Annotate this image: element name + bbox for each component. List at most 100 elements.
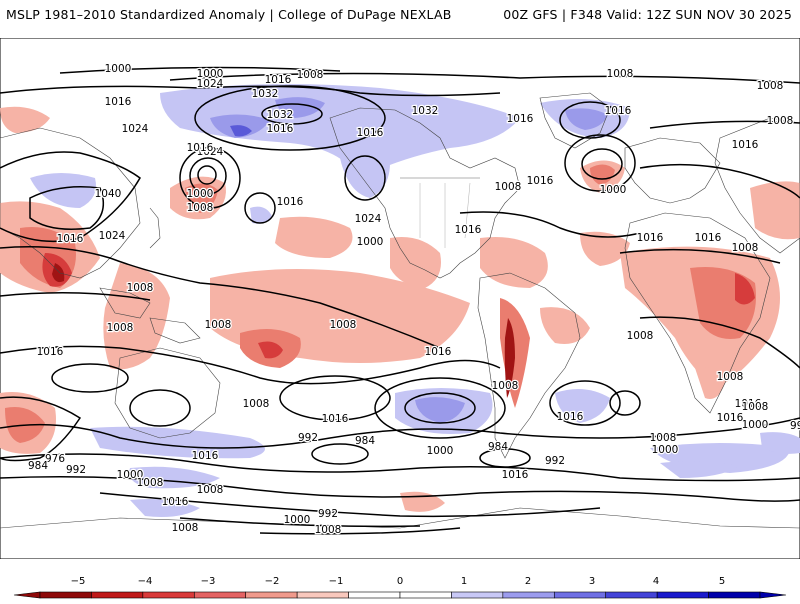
- isobar-labels: 1000 1000 1016 1008102410321008100810161024…: [27, 62, 800, 538]
- isobar-label: 1016: [57, 233, 84, 245]
- negative-anomaly-area: [580, 231, 630, 266]
- colorbar-tick-label: 4: [653, 576, 659, 587]
- colorbar-swatch: [656, 591, 709, 599]
- isobar-label: 1016: [717, 412, 744, 424]
- isobar-label: 1008: [607, 68, 634, 80]
- isobar-label: 984: [355, 435, 375, 447]
- isobar-label: 1016: [455, 224, 482, 236]
- isobar-label: 992: [298, 432, 318, 444]
- isobar-line: [581, 148, 623, 180]
- isobar-label: 1016: [637, 232, 664, 244]
- isobar-label: 1008: [767, 115, 794, 127]
- isobar-label: 1008: [187, 202, 214, 214]
- colorbar-max-arrow: [759, 591, 787, 599]
- isobar-label: 1000: [284, 514, 311, 526]
- isobar-label: 1016: [192, 450, 219, 462]
- colorbar-tick-label: −4: [138, 576, 153, 587]
- isobar-label: 1016: [105, 96, 132, 108]
- isobar-line: [344, 155, 386, 201]
- isobar-label: 976: [45, 453, 65, 465]
- south-america-coast: [477, 272, 581, 459]
- isobar-line: [459, 211, 641, 238]
- isobar-label: 1008: [627, 330, 654, 342]
- colorbar-tick-label: −1: [329, 576, 344, 587]
- isobar-label: 1024: [99, 230, 126, 242]
- negative-anomaly-area: [504, 318, 515, 398]
- positive-anomaly-area: [275, 97, 325, 118]
- colorbar-tick-label: −3: [201, 576, 216, 587]
- isobar-line: [99, 492, 601, 518]
- isobar-label: 1008: [297, 69, 324, 81]
- colorbar-swatch: [193, 591, 247, 599]
- isobar-label: 1032: [267, 109, 294, 121]
- colorbar-tick-labels: −5 −4 −3 −2 −1 0 1 2 3 4 5: [71, 576, 726, 587]
- isobar-line: [374, 377, 506, 439]
- product-title: MSLP 1981–2010 Standardized Anomaly | Co…: [6, 7, 452, 22]
- isobar-label: 1008: [205, 319, 232, 331]
- isobar-line: [259, 527, 461, 535]
- negative-anomaly-area: [275, 216, 353, 258]
- isobar-line: [51, 363, 129, 393]
- isobar-line: [179, 517, 421, 528]
- colorbar-tick-label: 2: [525, 576, 531, 587]
- colorbar-swatch: [348, 591, 401, 599]
- coastlines: [0, 92, 800, 529]
- positive-anomaly-area: [415, 397, 465, 423]
- colorbar-swatch: [605, 591, 658, 599]
- isobar-line: [0, 246, 441, 349]
- isobar-label: 1000: [742, 419, 769, 431]
- negative-anomaly-area: [590, 164, 615, 185]
- positive-anomaly-area: [160, 84, 520, 178]
- isobar-label: 1008: [330, 319, 357, 331]
- isobar-label: 992: [318, 508, 338, 520]
- isobar-label: 984: [488, 441, 508, 453]
- anomaly-map[interactable]: 1000 1000 1016 1008102410321008100810161024…: [0, 38, 800, 559]
- europe-coast: [624, 137, 721, 204]
- negative-anomaly-area: [103, 263, 170, 370]
- negative-anomaly-area: [258, 341, 283, 359]
- isobar-label: 1008: [127, 282, 154, 294]
- isobar-label: 1016: [527, 175, 554, 187]
- colorbar: −5 −4 −3 −2 −1 0 1 2 3 4 5: [0, 570, 800, 600]
- positive-anomaly-area: [760, 432, 800, 454]
- colorbar-swatch: [502, 591, 555, 599]
- colorbar-swatch: [39, 591, 92, 599]
- isobar-line: [0, 476, 800, 502]
- positive-anomaly-area: [230, 125, 252, 137]
- colorbar-swatch: [708, 591, 761, 599]
- isobar-label: 984: [28, 460, 48, 472]
- negative-anomaly-area: [185, 183, 218, 213]
- negative-anomaly-area: [0, 106, 50, 133]
- colorbar-svg: −5 −4 −3 −2 −1 0 1 2 3 4 5: [13, 576, 787, 599]
- isobar-label: 1024: [122, 123, 149, 135]
- negative-anomaly-area: [695, 367, 725, 399]
- colorbar-tick-label: 3: [589, 576, 595, 587]
- isobar-line: [311, 443, 369, 465]
- isobar-label: 1016: [322, 413, 349, 425]
- australia-coast: [114, 347, 221, 439]
- isobar-label: 1016: [732, 139, 759, 151]
- map-panel[interactable]: 1000 1000 1016 1008 1024 1032 1008 1008 1016 1024…: [0, 38, 800, 559]
- colorbar-swatches: [13, 591, 787, 599]
- isobar-label: 1024: [355, 213, 382, 225]
- isobar-line: [619, 248, 781, 264]
- isobar-label: 992: [66, 464, 86, 476]
- isobar-line: [404, 392, 476, 424]
- isobar-line: [0, 345, 501, 385]
- positive-anomaly-shading: [30, 84, 800, 517]
- isobar-label: 1008: [197, 484, 224, 496]
- isobar-label: 1024: [197, 146, 224, 158]
- colorbar-tick-label: 5: [719, 576, 725, 587]
- isobar-label: 1016: [187, 142, 214, 154]
- isobar-line: [197, 165, 217, 185]
- isobar-line: [609, 390, 641, 416]
- colorbar-swatch: [399, 591, 452, 599]
- colorbar-swatch: [451, 591, 504, 599]
- isobar-label: 1008: [107, 322, 134, 334]
- negative-anomaly-area: [540, 307, 590, 344]
- isobar-line: [169, 72, 800, 84]
- isobar-label: 1032: [252, 88, 279, 100]
- isobar-label: 1016: [357, 127, 384, 139]
- isobar-line: [559, 101, 621, 139]
- isobar-line: [549, 380, 621, 426]
